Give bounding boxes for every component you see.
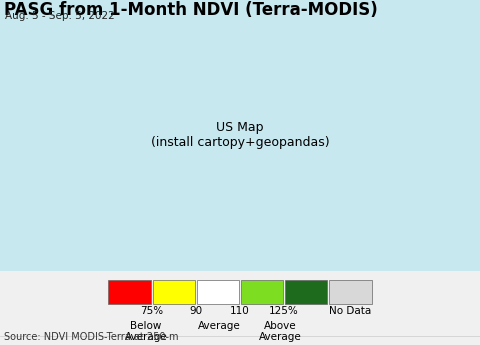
Bar [153,280,195,304]
Bar [329,280,372,304]
Text: 75%: 75% [140,306,163,316]
Text: Average: Average [259,332,302,342]
Text: 125%: 125% [269,306,299,316]
Bar [108,280,151,304]
Text: No Data: No Data [329,306,372,316]
Text: Average: Average [197,321,240,331]
Text: Source: NDVI MODIS-Terra at 250-m: Source: NDVI MODIS-Terra at 250-m [4,332,179,342]
Bar [197,280,239,304]
Text: US Map
(install cartopy+geopandas): US Map (install cartopy+geopandas) [151,121,329,149]
Bar [285,280,327,304]
Text: 110: 110 [230,306,250,316]
Text: Above: Above [264,321,297,331]
Text: Below: Below [131,321,162,331]
Text: PASG from 1-Month NDVI (Terra-MODIS): PASG from 1-Month NDVI (Terra-MODIS) [4,1,378,19]
Text: Aug. 5 - Sep. 5, 2022: Aug. 5 - Sep. 5, 2022 [5,11,115,21]
Text: Average: Average [125,332,168,342]
Bar [241,280,283,304]
Text: 90: 90 [189,306,203,316]
